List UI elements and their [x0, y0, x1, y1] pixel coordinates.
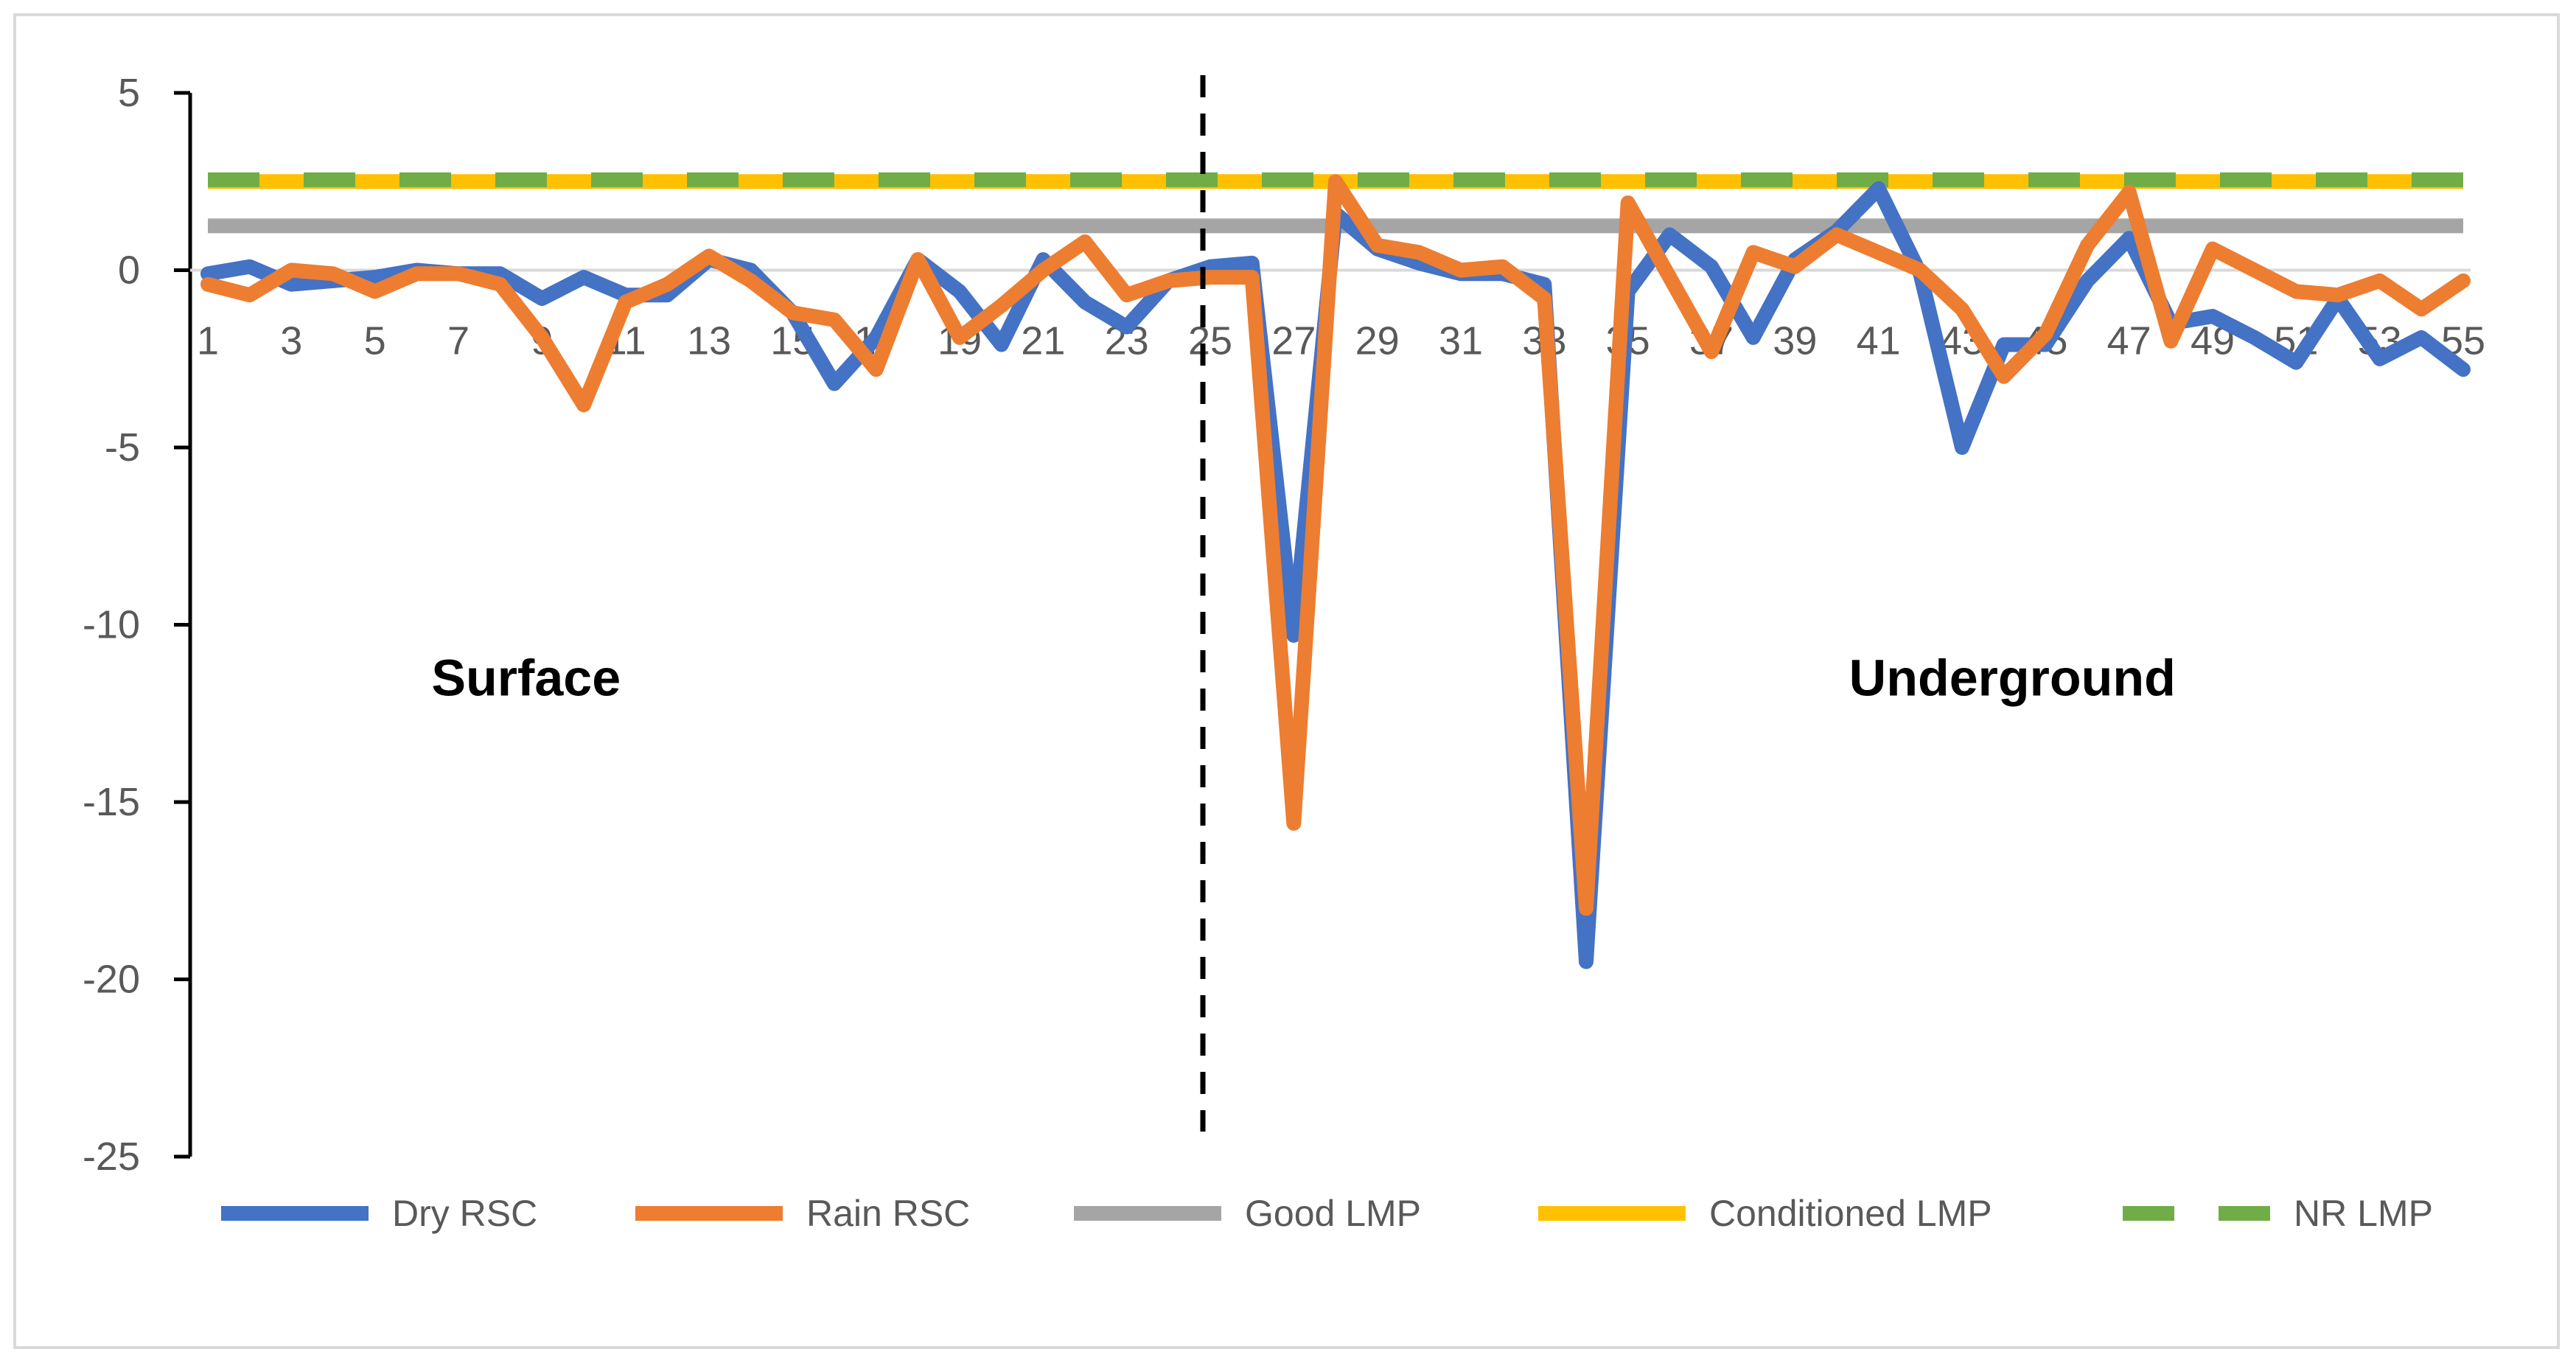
chart-legend: Dry RSC Rain RSC Good LMP Conditioned LMP NR…	[221, 1193, 2433, 1234]
annotation-surface: Surface	[431, 649, 621, 707]
annotation-underground: Underground	[1849, 649, 2176, 707]
y-tick-label: -10	[83, 603, 140, 647]
x-tick-label: 39	[1773, 319, 1817, 363]
legend-label-conditioned-lmp: Conditioned LMP	[1709, 1193, 1992, 1234]
x-tick-label: 29	[1355, 319, 1400, 363]
y-tick-label: 5	[118, 71, 140, 115]
x-tick-label: 47	[2107, 319, 2151, 363]
legend-label-good-lmp: Good LMP	[1245, 1193, 1421, 1234]
series-line-dry-rsc	[200, 181, 2471, 969]
x-tick-label: 1	[197, 319, 219, 363]
x-tick-label: 21	[1021, 319, 1065, 363]
x-tick-label: 7	[447, 319, 470, 363]
legend-label-dry-rsc: Dry RSC	[392, 1193, 537, 1234]
x-tick-label: 5	[364, 319, 386, 363]
x-tick-label: 31	[1439, 319, 1483, 363]
x-tick-label: 41	[1857, 319, 1901, 363]
y-tick-label: -5	[105, 425, 140, 470]
y-tick-label: -20	[83, 958, 140, 1002]
x-tick-label: 25	[1188, 319, 1232, 363]
y-tick-label: -25	[83, 1135, 140, 1179]
series-line-rain-rsc	[200, 174, 2471, 916]
legend-label-rain-rsc: Rain RSC	[806, 1193, 970, 1234]
legend-label-nr-lmp: NR LMP	[2294, 1193, 2433, 1234]
y-tick-label: 0	[118, 248, 140, 293]
series-lines	[200, 174, 2471, 969]
y-tick-label: -15	[83, 780, 140, 824]
x-tick-label: 13	[687, 319, 731, 363]
x-tick-label: 27	[1271, 319, 1316, 363]
x-tick-label: 3	[280, 319, 302, 363]
